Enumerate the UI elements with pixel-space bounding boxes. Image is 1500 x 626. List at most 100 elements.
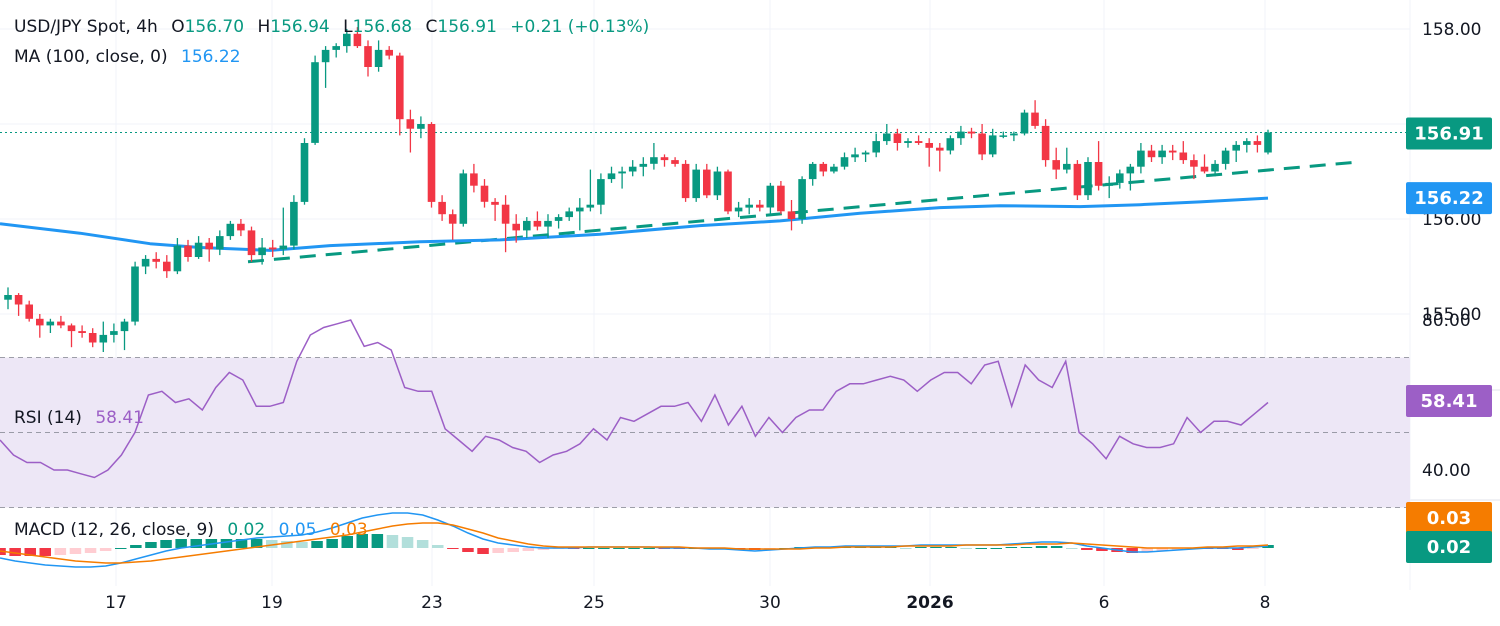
candle-down bbox=[1094, 162, 1103, 186]
candle-down bbox=[914, 141, 923, 143]
candle-up bbox=[1211, 163, 1219, 172]
candle-down bbox=[1073, 163, 1082, 196]
candle-up bbox=[639, 163, 648, 167]
candle-down bbox=[427, 124, 436, 202]
ma-value-badge[interactable] bbox=[1406, 182, 1492, 215]
price-scale-label: 156.00 bbox=[1422, 210, 1481, 230]
high-value: 156.94 bbox=[270, 17, 330, 37]
low-value: 156.68 bbox=[352, 17, 413, 37]
macd-histogram-bar bbox=[432, 545, 444, 548]
macd-histogram-bar bbox=[507, 548, 519, 552]
candle-down bbox=[438, 201, 446, 215]
macd-histogram-bar bbox=[175, 539, 187, 548]
macd-histogram-bar bbox=[447, 548, 459, 549]
candle-up bbox=[46, 321, 55, 326]
time-axis-label: 30 bbox=[759, 593, 781, 613]
candle-down bbox=[25, 304, 33, 319]
candle-down bbox=[1052, 160, 1060, 170]
macd-legend-value: 0.02 bbox=[227, 520, 266, 540]
candle-down bbox=[14, 295, 23, 305]
ma-value: 156.22 bbox=[181, 47, 241, 67]
macd-histogram-bar bbox=[643, 548, 655, 549]
candle-up bbox=[597, 179, 605, 205]
candle-up bbox=[141, 258, 150, 267]
close-label: C bbox=[425, 17, 438, 37]
macd-histogram-bar bbox=[1050, 546, 1063, 548]
candle-up bbox=[766, 185, 775, 208]
candle-up bbox=[311, 62, 319, 143]
rsi-value-badge[interactable] bbox=[1406, 385, 1492, 417]
candle-down bbox=[448, 214, 457, 224]
candle-up bbox=[554, 217, 563, 221]
time-axis-label: 17 bbox=[105, 593, 127, 613]
candle-up bbox=[1126, 166, 1135, 174]
macd-histogram-bar bbox=[1005, 547, 1018, 548]
candle-up bbox=[851, 154, 859, 158]
candle-down bbox=[501, 204, 510, 224]
ma-100-line bbox=[0, 196, 1269, 252]
rsi-label: RSI (14) bbox=[14, 408, 82, 428]
candle-down bbox=[660, 157, 669, 161]
time-axis-label: 2026 bbox=[906, 593, 953, 613]
candle-up bbox=[321, 49, 330, 63]
macd-histogram-bar bbox=[1081, 548, 1093, 550]
rsi-legend-value: 58.41 bbox=[95, 408, 144, 428]
macd-value-badge-text: 0.02 bbox=[1427, 537, 1471, 558]
macd-histogram-bar bbox=[281, 541, 293, 548]
last-price-badge-text: 156.91 bbox=[1414, 124, 1483, 145]
candle-down bbox=[681, 163, 690, 199]
candle-up bbox=[650, 157, 658, 164]
candle-down bbox=[268, 247, 277, 250]
candle-up bbox=[99, 334, 108, 343]
rsi-legend: RSI (14) 58.41 bbox=[14, 408, 144, 428]
macd-histogram-bar bbox=[130, 545, 142, 548]
candle-down bbox=[819, 163, 828, 172]
candle-down bbox=[205, 242, 213, 250]
candle-down bbox=[724, 171, 732, 212]
candle-down bbox=[1200, 166, 1209, 172]
candle-up bbox=[872, 141, 880, 153]
candle-up bbox=[576, 207, 584, 212]
candle-up bbox=[618, 171, 626, 174]
macd-histogram-bar bbox=[250, 539, 263, 548]
macd-histogram-bar bbox=[115, 548, 127, 549]
macd-histogram-bar bbox=[583, 548, 595, 549]
macd-histogram-bar bbox=[477, 548, 489, 554]
candle-down bbox=[1179, 152, 1188, 161]
macd-histogram-bar bbox=[371, 534, 384, 548]
macd-signal-badge[interactable] bbox=[1406, 502, 1492, 534]
price-scale-label: 158.00 bbox=[1422, 20, 1481, 40]
macd-histogram-bar bbox=[1247, 548, 1259, 549]
symbol-title: USD/JPY Spot, 4h bbox=[14, 17, 158, 37]
candle-down bbox=[385, 49, 393, 56]
candle-up bbox=[173, 245, 182, 272]
macd-histogram-bar bbox=[1171, 548, 1184, 550]
macd-histogram-bar bbox=[235, 539, 248, 548]
macd-value-badge[interactable] bbox=[1406, 531, 1492, 563]
candle-down bbox=[184, 245, 192, 257]
candle-up bbox=[607, 173, 616, 180]
macd-signal-line bbox=[0, 522, 1269, 564]
last-price-badge[interactable] bbox=[1406, 117, 1492, 150]
macd-histogram-bar bbox=[537, 548, 550, 550]
candle-down bbox=[78, 331, 86, 333]
rsi-scale-label: 80.00 bbox=[1422, 311, 1471, 331]
candle-down bbox=[163, 261, 171, 272]
candle-up bbox=[131, 266, 139, 322]
candle-down bbox=[353, 33, 362, 47]
candle-up bbox=[988, 135, 997, 155]
candle-up bbox=[1243, 141, 1251, 145]
time-axis-label: 23 bbox=[421, 593, 443, 613]
candle-down bbox=[88, 333, 97, 343]
macd-histogram-bar bbox=[1141, 548, 1153, 552]
change-value: +0.21 (+0.13%) bbox=[510, 17, 650, 37]
candle-up bbox=[1221, 150, 1230, 164]
close-value: 156.91 bbox=[437, 17, 497, 37]
macd-histogram-bar bbox=[945, 547, 957, 548]
macd-histogram-bar bbox=[522, 548, 535, 551]
candle-up bbox=[417, 124, 425, 129]
candle-up bbox=[713, 171, 722, 196]
candle-down bbox=[364, 46, 372, 67]
candle-up bbox=[692, 169, 700, 199]
